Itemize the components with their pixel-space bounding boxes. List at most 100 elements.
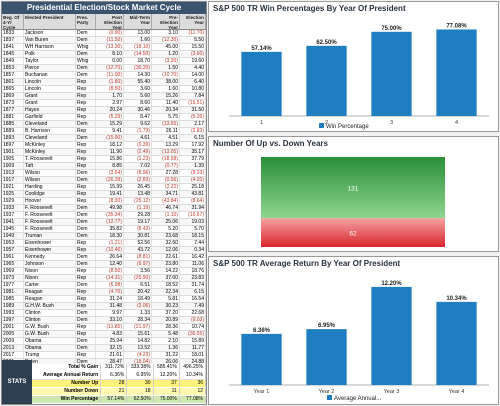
up-years-bar — [261, 157, 445, 219]
cell-post: 49.98 — [96, 205, 124, 211]
cell-pre: (12.30) — [152, 37, 180, 43]
header-cycle: Beg. Of 4-Yr Cycle — [2, 14, 24, 30]
cell-party: Dem — [76, 226, 96, 232]
cell-post: (0.90) — [96, 30, 124, 36]
cell-president: Nixon — [24, 275, 76, 281]
table-row: 2001 G.W. Bush Rep (11.85) (21.97) 28.36 10.74 — [2, 324, 206, 331]
cell-cycle: 1881 — [2, 114, 24, 120]
cell-post: 19.41 — [96, 191, 124, 197]
cell-post: 20.24 — [96, 107, 124, 113]
cell-party: Whig — [76, 44, 96, 50]
stats-value: 10.34% — [180, 372, 206, 379]
table-body: 1833 Jackson Dem (0.90) 13.00 3.10 (11.70) 1837… — [2, 30, 206, 387]
cell-mid: 13.52 — [124, 345, 152, 351]
cell-mid: 26.45 — [124, 184, 152, 190]
cell-cycle: 1997 — [2, 317, 24, 323]
cell-mid: 3.60 — [124, 86, 152, 92]
cell-post: (8.30) — [96, 198, 124, 204]
cell-election: 24.88 — [180, 359, 206, 365]
cell-election: (11.70) — [180, 30, 206, 36]
average-return-panel: S&P 500 TR Average Return By Year Of Pre… — [208, 256, 499, 405]
chart3-tick-label: Year 3 — [384, 389, 400, 395]
cell-party: Dem — [76, 219, 96, 225]
cell-party: Rep — [76, 100, 96, 106]
chart3-legend-label: Average Annual... — [334, 396, 382, 402]
stats-row-label: Number Down — [32, 388, 102, 395]
cell-cycle: 1917 — [2, 177, 24, 183]
cell-election: 35.17 — [180, 149, 206, 155]
cell-cycle: 1977 — [2, 282, 24, 288]
cell-mid: 30.46 — [124, 107, 152, 113]
cell-post: (5.29) — [96, 114, 124, 120]
table-row: 2005 G.W. Bush Rep 4.83 15.61 5.48 (36.55) — [2, 331, 206, 338]
cell-election: 19.60 — [180, 58, 206, 64]
cell-cycle: 1869 — [2, 93, 24, 99]
cell-pre: 25.06 — [152, 219, 180, 225]
cell-pre: 2.10 — [152, 338, 180, 344]
cell-pre: 38.00 — [152, 79, 180, 85]
cell-mid: (8.96) — [124, 170, 152, 176]
cell-post: 18.12 — [96, 142, 124, 148]
cell-pre: 11.40 — [152, 100, 180, 106]
cell-party: Rep — [76, 114, 96, 120]
cell-election: (5.36) — [180, 114, 206, 120]
table-row: 1925 Coolidge Rep 19.41 13.48 34.71 43.81 — [2, 191, 206, 198]
cell-post: (10.46) — [96, 247, 124, 253]
table-row: 1861 Lincoln Rep (1.80) 55.40 38.00 6.40 — [2, 79, 206, 86]
cell-party: Dem — [76, 359, 96, 365]
cell-election: 17.92 — [180, 142, 206, 148]
cell-cycle: 1929 — [2, 198, 24, 204]
cell-president: Grant — [24, 100, 76, 106]
cell-pre: 1.20 — [152, 51, 180, 57]
cell-president: Polk — [24, 51, 76, 57]
table-row: 1841 WH Harrison Whig (13.30) (18.10) 45.00 15… — [2, 44, 206, 51]
cell-president: McKinley — [24, 149, 76, 155]
cell-party: Dem — [76, 338, 96, 344]
cell-president: Harding — [24, 184, 76, 190]
chart3-tick-label: Year 1 — [254, 389, 270, 395]
cell-president: Taylor — [24, 58, 76, 64]
cell-pre: 14.22 — [152, 268, 180, 274]
cell-cycle: 1877 — [2, 107, 24, 113]
cell-pre: 23.68 — [152, 233, 180, 239]
cell-cycle: 1909 — [2, 163, 24, 169]
cell-mid: 6.51 — [124, 282, 152, 288]
cell-cycle: 1941 — [2, 219, 24, 225]
table-row: 2009 Obama Dem 25.94 14.82 2.10 15.89 — [2, 338, 206, 345]
stats-value: 77.08% — [180, 396, 206, 403]
cell-post: 15.29 — [96, 121, 124, 127]
cell-cycle: 1849 — [2, 58, 24, 64]
cell-election: 11.06 — [180, 261, 206, 267]
stats-value: 12 — [180, 388, 206, 395]
chart3-bar — [371, 286, 412, 385]
cell-post: (1.80) — [96, 79, 124, 85]
cell-election: 4.40 — [180, 65, 206, 71]
cell-mid: 4.61 — [124, 135, 152, 141]
cell-pre: 4.51 — [152, 135, 180, 141]
chart3-tick-label: Year 2 — [319, 389, 335, 395]
cell-president: Coolidge — [24, 191, 76, 197]
cell-pre: 30.23 — [152, 303, 180, 309]
table-row: 1933 F. Roosevelt Dem 49.98 (1.19) 46.74 31.94 — [2, 205, 206, 212]
cell-mid: 18.70 — [124, 58, 152, 64]
cell-mid: 13.00 — [124, 30, 152, 36]
cell-president: McKinley — [24, 142, 76, 148]
cell-president: F. Roosevelt — [24, 226, 76, 232]
cell-mid: (21.97) — [124, 324, 152, 330]
cell-cycle: 1857 — [2, 72, 24, 78]
cell-mid: (18.04) — [124, 359, 152, 365]
cell-president: Eisenhower — [24, 247, 76, 253]
cell-mid: (14.50) — [124, 51, 152, 57]
stats-value: 30 — [127, 380, 154, 387]
cell-pre: 22.61 — [152, 254, 180, 260]
cell-pre: (1.10) — [152, 212, 180, 218]
cell-mid: (1.19) — [124, 205, 152, 211]
cell-election: 11.77 — [180, 345, 206, 351]
cell-party: Dem — [76, 345, 96, 351]
cell-pre: 23.80 — [152, 261, 180, 267]
cell-election: 7.44 — [180, 240, 206, 246]
stats-value: 37 — [154, 380, 180, 387]
chart3-tick-label: Year 4 — [449, 389, 465, 395]
cell-election: 16.42 — [180, 254, 206, 260]
cell-election: 7.49 — [180, 303, 206, 309]
